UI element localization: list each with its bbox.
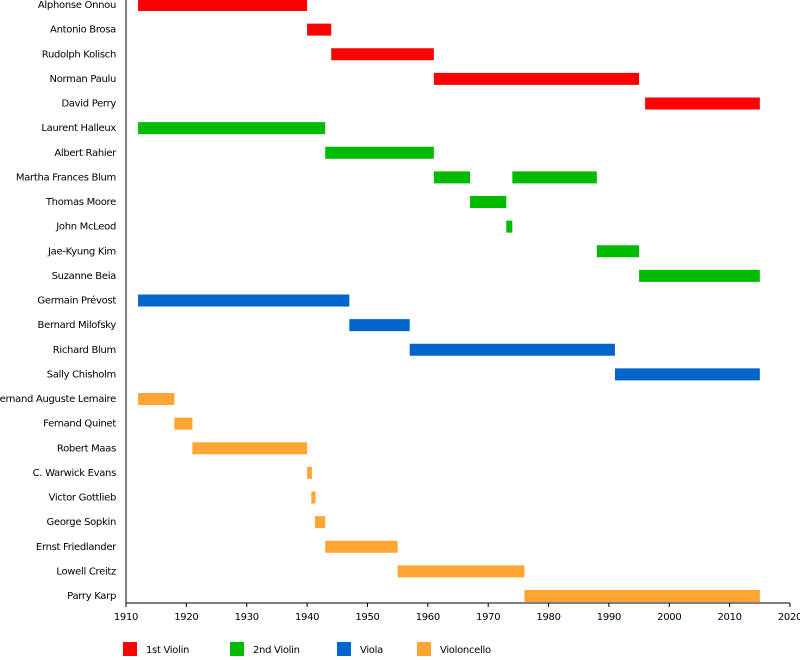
- tenure-bar: [645, 97, 760, 110]
- member-label: Robert Maas: [57, 443, 116, 454]
- member-label: Parry Karp: [67, 591, 116, 602]
- legend-swatch: [337, 642, 351, 656]
- tenure-bar: [138, 0, 308, 11]
- tenure-bar: [433, 171, 471, 184]
- member-label: Norman Paulu: [50, 74, 116, 85]
- tenure-bar: [470, 196, 507, 208]
- tenure-bar: [314, 516, 326, 529]
- member-label: Richard Blum: [53, 345, 116, 356]
- x-tick-label: 1960: [416, 612, 440, 623]
- member-label: Sally Chisholm: [47, 369, 116, 380]
- legend-label: 1st Violin: [146, 645, 189, 656]
- tenure-bar: [331, 48, 434, 61]
- x-tick-label: 1910: [114, 612, 138, 623]
- legend-swatch: [123, 642, 137, 656]
- x-tick-label: 1930: [235, 612, 259, 623]
- member-label: Albert Rahier: [54, 148, 117, 159]
- x-tick-label: 2010: [718, 612, 742, 623]
- tenure-bar: [325, 146, 434, 159]
- member-label: Bernard Milofsky: [38, 320, 117, 331]
- x-tick-label: 1970: [476, 612, 500, 623]
- tenure-bar: [349, 319, 410, 332]
- member-label: Jae-Kyung Kim: [47, 246, 116, 257]
- tenure-bar: [325, 540, 398, 553]
- x-tick-label: 2020: [778, 612, 800, 623]
- x-tick-label: 1940: [295, 612, 319, 623]
- legend-label: Violoncello: [440, 645, 491, 656]
- tenure-bar: [192, 442, 308, 455]
- member-label: George Sopkin: [47, 517, 116, 528]
- member-label: Fernand Auguste Lemaire: [0, 394, 116, 405]
- x-tick-label: 1920: [174, 612, 198, 623]
- member-label: Laurent Halleux: [41, 123, 116, 134]
- member-label: Lowell Creitz: [56, 566, 116, 577]
- member-label: C. Warwick Evans: [33, 468, 116, 479]
- member-label: Victor Gottlieb: [49, 493, 117, 504]
- member-label: Ernst Friedlander: [36, 542, 117, 553]
- member-label: Suzanne Beia: [52, 271, 117, 282]
- tenure-bar: [639, 269, 760, 282]
- member-label: David Perry: [61, 99, 116, 110]
- legend-swatch: [417, 642, 431, 656]
- member-label: John McLeod: [55, 222, 116, 233]
- x-tick-label: 1990: [597, 612, 621, 623]
- member-label: Germain Prévost: [37, 295, 116, 307]
- tenure-bar: [524, 590, 760, 602]
- x-tick-label: 1950: [355, 612, 379, 623]
- tenure-bar: [138, 393, 175, 405]
- legend-label: Viola: [360, 645, 383, 656]
- tenure-bar: [138, 294, 350, 307]
- tenure-bar: [409, 343, 615, 356]
- member-label: Alphonse Onnou: [38, 0, 116, 11]
- member-label: Antonio Brosa: [50, 25, 116, 36]
- tenure-bar: [506, 220, 513, 233]
- x-tick-label: 1980: [536, 612, 560, 623]
- tenure-bar: [614, 368, 760, 381]
- member-label: Thomas Moore: [45, 197, 116, 208]
- tenure-bar: [307, 23, 332, 36]
- member-label: Rudolph Kolisch: [42, 49, 116, 60]
- tenure-bar: [174, 417, 193, 430]
- tenure-bar: [433, 72, 640, 85]
- tenure-bar: [397, 565, 525, 578]
- tenure-bar: [307, 466, 312, 479]
- tenure-bar: [512, 171, 597, 184]
- member-label: Fernand Quinet: [43, 419, 116, 430]
- legend-label: 2nd Violin: [253, 645, 300, 656]
- x-tick-label: 2000: [657, 612, 681, 623]
- legend-swatch: [230, 642, 244, 656]
- tenure-bar: [311, 491, 316, 504]
- tenure-bar: [138, 122, 326, 135]
- tenure-bar: [596, 245, 640, 258]
- member-label: Martha Frances Blum: [16, 172, 116, 183]
